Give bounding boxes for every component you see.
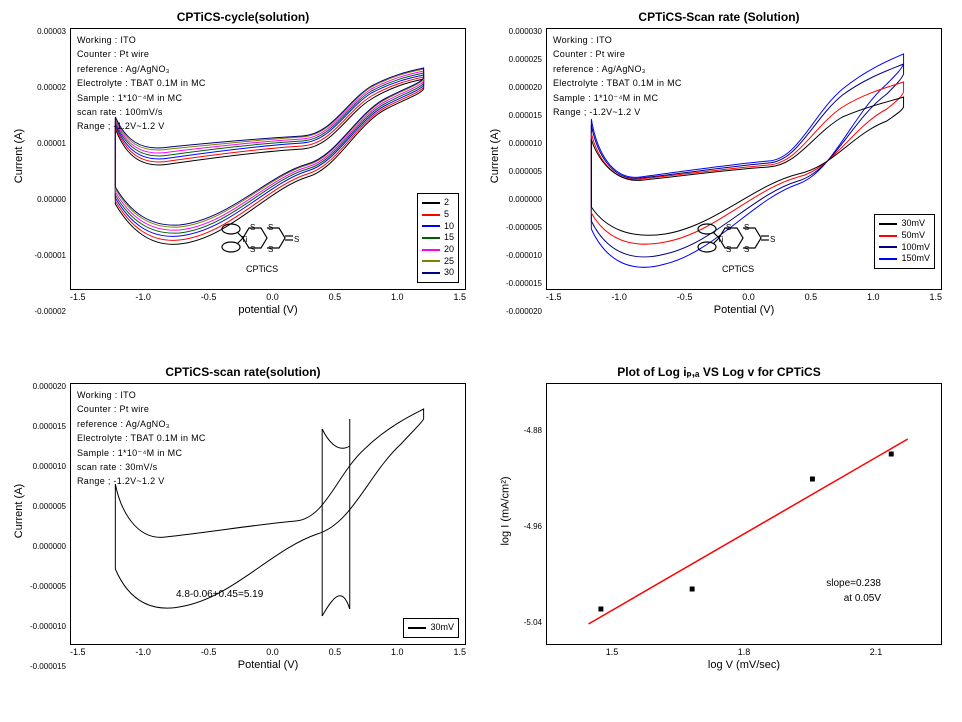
plot-a: Working : ITOCounter : Pt wirereference … bbox=[70, 28, 466, 290]
ylabel-a: Current (A) bbox=[13, 129, 25, 183]
legend-item: 30 bbox=[422, 267, 454, 279]
legend-item: 30mV bbox=[408, 622, 454, 634]
plot-c: Working : ITOCounter : Pt wirereference … bbox=[70, 383, 466, 645]
svg-text:S: S bbox=[744, 245, 749, 254]
xticks-a: -1.5-1.0-0.50.00.51.01.5 bbox=[70, 292, 466, 302]
legend-item: 10 bbox=[422, 221, 454, 233]
legend-item: 100mV bbox=[879, 242, 930, 254]
xlabel-b: Potential (V) bbox=[546, 304, 942, 316]
xticks-c: -1.5-1.0-0.50.00.51.01.5 bbox=[70, 647, 466, 657]
svg-text:S: S bbox=[250, 223, 255, 232]
xlabel-a: potential (V) bbox=[70, 304, 466, 316]
title-d: Plot of Log iₚ,ₐ VS Log v for CPTiCS bbox=[486, 365, 952, 379]
svg-text:S: S bbox=[268, 223, 273, 232]
svg-text:S: S bbox=[744, 223, 749, 232]
plot-b: Working : ITOCounter : Pt wirereference … bbox=[546, 28, 942, 290]
ylabel-c: Current (A) bbox=[13, 484, 25, 538]
curves-d bbox=[547, 384, 941, 644]
yticks-a: -0.00002-0.000010.000000.000010.000020.0… bbox=[34, 28, 70, 316]
ylabel-d: log I (mA/cm²) bbox=[500, 476, 512, 545]
panel-scanrate30: CPTiCS-scan rate(solution) -0.000015-0.0… bbox=[10, 365, 476, 710]
legend-item: 5 bbox=[422, 209, 454, 221]
legend-b: 30mV50mV100mV150mV bbox=[874, 214, 935, 269]
legend-item: 25 bbox=[422, 256, 454, 268]
ylabel-b: Current (A) bbox=[489, 129, 501, 183]
svg-text:S: S bbox=[726, 245, 731, 254]
yticks-b: -0.000020-0.000015-0.000010-0.0000050.00… bbox=[506, 28, 546, 316]
info-b: Working : ITOCounter : Pt wirereference … bbox=[553, 33, 682, 119]
legend-item: 150mV bbox=[879, 253, 930, 265]
title-a: CPTiCS-cycle(solution) bbox=[10, 10, 476, 24]
svg-text:S: S bbox=[726, 223, 731, 232]
legend-c: 30mV bbox=[403, 618, 459, 638]
yticks-c: -0.000015-0.000010-0.0000050.0000000.000… bbox=[30, 383, 70, 671]
xlabel-c: Potential (V) bbox=[70, 659, 466, 671]
legend-item: 2 bbox=[422, 197, 454, 209]
legend-item: 15 bbox=[422, 232, 454, 244]
mol-label-b: CPTiCS bbox=[722, 264, 754, 274]
molecule-icon: Ti S S S S S bbox=[697, 214, 777, 264]
panel-scanrate: CPTiCS-Scan rate (Solution) -0.000020-0.… bbox=[486, 10, 952, 355]
plot-d: slope=0.238 at 0.05V bbox=[546, 383, 942, 645]
legend-item: 20 bbox=[422, 244, 454, 256]
mol-label-a: CPTiCS bbox=[246, 264, 278, 274]
legend-item: 30mV bbox=[879, 218, 930, 230]
xticks-d: 1.51.82.1 bbox=[546, 647, 942, 657]
chart-grid: CPTiCS-cycle(solution) -0.00002-0.000010… bbox=[10, 10, 952, 710]
title-c: CPTiCS-scan rate(solution) bbox=[10, 365, 476, 379]
annot-d1: slope=0.238 bbox=[826, 578, 881, 589]
svg-text:S: S bbox=[294, 235, 299, 244]
xticks-b: -1.5-1.0-0.50.00.51.01.5 bbox=[546, 292, 942, 302]
svg-text:S: S bbox=[268, 245, 273, 254]
legend-item: 50mV bbox=[879, 230, 930, 242]
molecule-icon: Ti S S S S S bbox=[221, 214, 301, 264]
panel-logplot: Plot of Log iₚ,ₐ VS Log v for CPTiCS -5.… bbox=[486, 365, 952, 710]
annot-d2: at 0.05V bbox=[844, 593, 881, 604]
legend-a: 251015202530 bbox=[417, 193, 459, 283]
svg-text:S: S bbox=[770, 235, 775, 244]
info-c: Working : ITOCounter : Pt wirereference … bbox=[77, 388, 206, 489]
svg-text:S: S bbox=[250, 245, 255, 254]
title-b: CPTiCS-Scan rate (Solution) bbox=[486, 10, 952, 24]
annot-c: 4.8-0.06+0.45=5.19 bbox=[176, 589, 263, 600]
panel-cycle: CPTiCS-cycle(solution) -0.00002-0.000010… bbox=[10, 10, 476, 355]
info-a: Working : ITOCounter : Pt wirereference … bbox=[77, 33, 206, 134]
yticks-d: -5.04-4.96-4.88 bbox=[524, 383, 546, 671]
xlabel-d: log V (mV/sec) bbox=[546, 659, 942, 671]
